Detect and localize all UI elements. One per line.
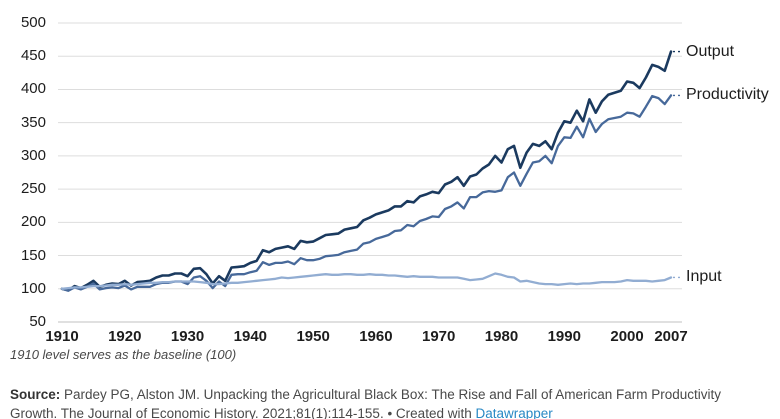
x-tick-label: 2007 [654,328,688,345]
series-line-input [60,272,673,290]
series-label-input: Input [686,268,722,286]
source-label: Source: [10,386,61,402]
x-tick-label: 1980 [484,328,519,345]
x-tick-label: 1990 [547,328,581,345]
y-tick-label: 350 [20,113,46,131]
x-tick-label: 1970 [422,328,456,345]
x-tick-label: 2000 [610,328,644,345]
x-tick-label: 1920 [108,328,142,345]
datawrapper-link[interactable]: Datawrapper [475,405,553,419]
y-tick-label: 500 [20,14,46,31]
y-tick-label: 200 [20,213,46,231]
source-line: Source: Pardey PG, Alston JM. Unpacking … [10,385,772,419]
y-tick-label: 100 [20,279,46,297]
baseline-note: 1910 level serves as the baseline (100) [10,347,237,362]
y-tick-label: 150 [20,246,46,264]
y-tick-label: 450 [20,47,46,65]
x-tick-label: 1950 [296,328,330,345]
x-tick-label: 1930 [170,328,205,345]
y-tick-label: 50 [29,313,46,330]
series-label-productivity: Productivity [686,86,769,104]
x-tick-label: 1960 [359,328,393,345]
x-tick-label: 1940 [233,328,268,345]
series-line-output [60,50,673,292]
source-text: Pardey PG, Alston JM. Unpacking the Agri… [10,386,722,419]
credit-separator: • Created with [383,405,476,419]
y-tick-label: 250 [20,180,46,198]
series-line-productivity [60,94,673,292]
y-tick-label: 400 [20,80,46,98]
series-label-output: Output [686,42,735,60]
x-tick-label: 1910 [45,328,79,345]
y-tick-label: 300 [20,146,46,164]
